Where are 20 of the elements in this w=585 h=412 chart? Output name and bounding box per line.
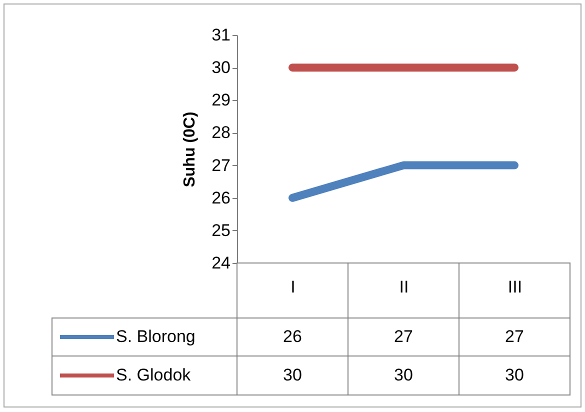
y-tick-label: 30 [212,58,230,78]
x-tick-label: I [290,278,296,296]
data-label: 30 [283,366,302,384]
data-label: 27 [394,327,413,346]
y-tick-label: 28 [212,123,230,142]
x-tick-label: III [508,278,522,296]
data-label: 30 [394,366,413,384]
y-axis-title: Suhu (0C) [182,112,199,188]
y-tick-label: 29 [212,90,230,110]
data-label: 26 [283,327,302,346]
y-tick-label: 27 [212,156,230,175]
y-tick-label: 24 [212,254,230,272]
legend-label: S. Blorong [116,327,196,346]
data-label: 30 [505,366,524,384]
y-tick-label: 26 [212,188,230,208]
y-tick-label: 25 [212,220,230,240]
x-tick-label: II [399,278,409,296]
legend-label: S. Glodok [116,366,192,384]
y-tick-label: 31 [212,26,230,44]
data-label: 27 [505,327,524,346]
